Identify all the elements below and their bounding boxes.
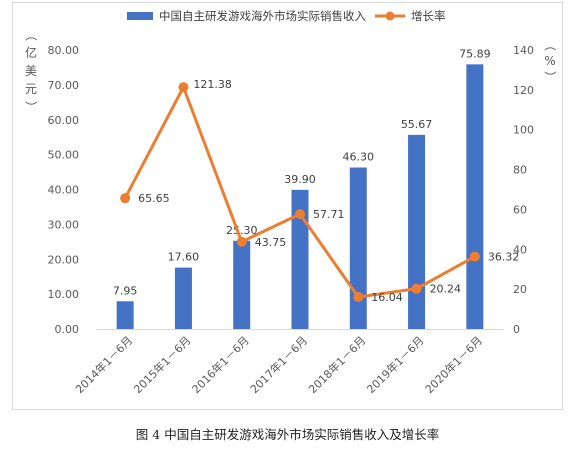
figure-caption: 图 4 中国自主研发游戏海外市场实际销售收入及增长率 [135, 427, 440, 442]
y-right-tick-label: 0 [513, 323, 520, 336]
y-left-tick-label: 70.00 [48, 79, 80, 92]
chart-frame: 中国自主研发游戏海外市场实际销售收入 增长率 （ 亿美元 ） （% ） 0.00 10.00 20… [12, 2, 563, 410]
line-data-label: 65.65 [138, 192, 170, 205]
y-right-tick-label: 140 [513, 44, 534, 57]
y-right-tick-label: 80 [513, 164, 527, 177]
bar-data-label: 17.60 [168, 251, 200, 264]
growth-rate-point [353, 292, 364, 303]
growth-rate-point [295, 208, 305, 219]
x-tick-label: 2014年1－6月 [72, 333, 135, 396]
y-right-unit-char: % [544, 54, 555, 68]
x-tick-label: 2017年1－6月 [247, 333, 310, 396]
growth-rate-point [469, 251, 480, 262]
y-left-tick-label: 40.00 [48, 184, 80, 197]
bar-revenue [116, 301, 134, 329]
bar-revenue [174, 267, 192, 329]
y-right-tick-label: 20 [513, 283, 527, 296]
bar-revenue [233, 240, 251, 329]
legend-label-revenue: 中国自主研发游戏海外市场实际销售收入 [159, 9, 366, 23]
legend-label-growth: 增长率 [411, 9, 446, 23]
y-left-unit-char: 美 [25, 64, 37, 78]
y-left-tick-label: 10.00 [48, 288, 80, 301]
y-left-unit-char: （ [24, 29, 38, 41]
line-data-label: 57.71 [313, 208, 345, 221]
line-data-label: 36.32 [488, 251, 520, 264]
y-left-tick-label: 80.00 [48, 44, 80, 57]
legend-swatch-revenue [127, 12, 153, 20]
bar-revenue [291, 189, 309, 329]
y-left-tick-label: 20.00 [48, 253, 80, 266]
y-right-tick-label: 100 [513, 124, 534, 137]
growth-rate-point [236, 236, 247, 247]
bar-data-label: 46.30 [343, 151, 375, 164]
y-left-unit-char: 元 [25, 82, 37, 96]
bar-data-label: 25.30 [226, 224, 258, 237]
legend-swatch-growth-marker [385, 11, 395, 21]
y-left-tick-label: 30.00 [48, 218, 80, 231]
y-left-unit-char: ） [24, 101, 38, 113]
y-left-unit-char: 亿 [25, 45, 37, 60]
y-left-tick-label: 0.00 [55, 323, 80, 336]
bar-revenue [408, 134, 426, 329]
growth-rate-point [178, 82, 189, 93]
x-tick-label: 2020年1－6月 [422, 333, 485, 396]
y-right-tick-label: 40 [513, 243, 527, 256]
x-tick-label: 2016年1－6月 [189, 333, 252, 396]
bar-revenue [466, 64, 484, 330]
line-data-label: 16.04 [371, 291, 403, 304]
x-tick-label: 2018年1－6月 [305, 333, 368, 396]
y-left-tick-label: 60.00 [48, 114, 80, 127]
bar-data-label: 55.67 [401, 118, 433, 131]
y-right-tick-label: 60 [513, 203, 527, 216]
combo-chart: 中国自主研发游戏海外市场实际销售收入 增长率 （ 亿美元 ） （% ） 0.00 10.00 20… [24, 9, 557, 396]
bar-revenue [349, 167, 367, 329]
bar-data-label: 75.89 [459, 47, 491, 60]
line-data-label: 43.75 [255, 236, 287, 249]
x-tick-label: 2019年1－6月 [364, 333, 427, 396]
growth-rate-point [411, 283, 422, 294]
y-right-unit-char: （ [543, 39, 557, 51]
y-right-unit-char: ） [543, 71, 557, 83]
growth-rate-point [120, 193, 131, 204]
y-right-tick-label: 120 [513, 84, 534, 97]
bar-data-label: 7.95 [113, 284, 138, 297]
line-data-label: 20.24 [430, 283, 462, 296]
x-tick-label: 2015年1－6月 [131, 333, 194, 396]
line-data-label: 121.38 [193, 78, 232, 91]
y-left-tick-label: 50.00 [48, 149, 80, 162]
bar-data-label: 39.90 [284, 173, 316, 186]
